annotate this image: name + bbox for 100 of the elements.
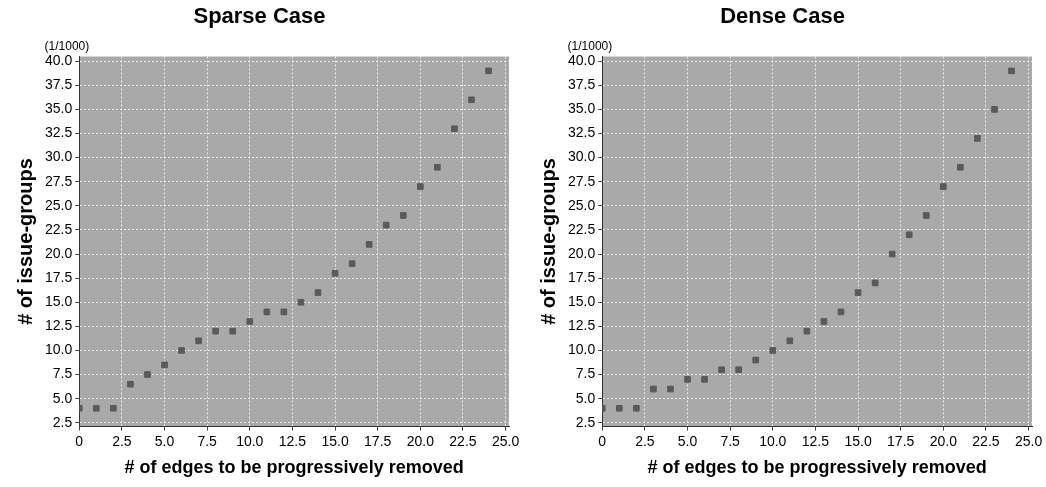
y-tick-label: 37.5	[45, 76, 73, 93]
point	[127, 380, 134, 388]
point	[735, 366, 743, 374]
y-tick-label: 17.5	[45, 268, 73, 285]
x-tick-label: 22.5	[972, 432, 1000, 449]
point	[718, 366, 725, 374]
point	[382, 221, 390, 229]
point	[263, 308, 271, 316]
y-tick-label: 30.0	[568, 148, 596, 165]
y-tick-label: 27.5	[568, 172, 596, 189]
point	[837, 308, 845, 316]
point	[451, 125, 458, 133]
point	[939, 183, 947, 190]
x-tick-label: 2.5	[112, 432, 132, 449]
y-tick-label: 35.0	[45, 100, 73, 117]
x-tick-label: 10.0	[759, 432, 787, 449]
y-tick-label: 5.0	[575, 389, 596, 406]
x-tick-label: 7.5	[720, 432, 741, 449]
x-tick-label: 7.5	[197, 432, 218, 449]
y-tick-label: 40.0	[45, 52, 73, 69]
y-tick-label: 20.0	[568, 244, 596, 261]
x-tick-label: 12.5	[801, 432, 830, 449]
x-tick-label: 5.0	[154, 432, 175, 449]
point	[854, 289, 862, 296]
chart-title: Sparse Case	[193, 3, 326, 29]
x-tick-label: 5.0	[677, 432, 698, 449]
point	[871, 279, 879, 287]
point	[701, 376, 708, 383]
y-tick-label: 32.5	[568, 124, 596, 141]
x-tick-label: 17.5	[887, 432, 915, 449]
point	[468, 96, 475, 104]
x-tick-label: 10.0	[236, 432, 264, 449]
point	[615, 404, 623, 412]
point	[1008, 67, 1015, 75]
y-tick-label: 30.0	[45, 148, 73, 165]
y-tick-label: 25.0	[45, 196, 73, 213]
point	[752, 356, 760, 364]
point	[803, 327, 811, 335]
point	[974, 135, 981, 142]
y-tick-label: 2.5	[575, 413, 596, 430]
point	[212, 327, 220, 335]
y-tick-label: 22.5	[568, 220, 596, 237]
point	[922, 212, 930, 219]
y-tick-label: 37.5	[568, 76, 596, 93]
point	[314, 289, 322, 296]
point	[667, 385, 674, 393]
y-tick-label: 25.0	[568, 196, 596, 213]
text: (1/1000)	[567, 38, 613, 53]
point	[633, 404, 640, 412]
point	[888, 250, 896, 258]
point	[246, 318, 254, 325]
point	[365, 241, 373, 248]
y-tick-label: 12.5	[45, 317, 73, 334]
point	[178, 347, 185, 354]
y-tick-label: 35.0	[568, 100, 596, 117]
y-tick-label: 12.5	[568, 317, 596, 334]
y-axis-title: # of issue-groups	[536, 158, 559, 325]
point	[905, 231, 913, 239]
x-tick-label: 17.5	[364, 432, 392, 449]
point	[297, 298, 305, 306]
y-tick-label: 22.5	[45, 220, 73, 237]
y-tick-label: 32.5	[45, 124, 73, 141]
y-tick-label: 15.0	[45, 293, 73, 310]
point	[786, 337, 794, 345]
x-tick-label: 20.0	[929, 432, 958, 449]
x-axis-title: # of edges to be progressively removed	[647, 457, 987, 478]
x-tick-label: 2.5	[635, 432, 655, 449]
y-tick-label: 7.5	[575, 365, 596, 382]
point	[769, 347, 777, 354]
point	[280, 308, 288, 316]
point	[434, 163, 441, 171]
y-tick-label: 2.5	[52, 413, 73, 430]
point	[229, 327, 237, 335]
text: (1/1000)	[44, 38, 90, 53]
y-tick-label: 40.0	[568, 52, 596, 69]
y-tick-label: 5.0	[52, 389, 73, 406]
point	[650, 385, 657, 393]
x-axis-title: # of edges to be progressively removed	[124, 457, 464, 478]
point	[399, 212, 407, 219]
y-tick-label: 27.5	[45, 172, 73, 189]
point	[195, 337, 202, 345]
chart-title: Dense Case	[720, 3, 845, 29]
point	[485, 67, 492, 75]
point	[416, 183, 424, 190]
point	[161, 361, 168, 369]
y-tick-label: 7.5	[52, 365, 73, 382]
y-axis-title: # of issue-groups	[13, 158, 36, 325]
x-tick-label: 15.0	[321, 432, 349, 449]
x-tick-label: 12.5	[278, 432, 307, 449]
x-tick-label: 22.5	[449, 432, 477, 449]
point	[684, 376, 691, 383]
point	[331, 269, 339, 277]
point	[92, 404, 100, 412]
y-tick-label: 20.0	[45, 244, 73, 261]
x-tick-label: 25.0	[491, 432, 520, 449]
point	[957, 163, 964, 171]
x-tick-label: 0	[75, 432, 84, 449]
y-tick-label: 17.5	[568, 268, 596, 285]
point	[110, 404, 117, 412]
point	[820, 318, 828, 325]
